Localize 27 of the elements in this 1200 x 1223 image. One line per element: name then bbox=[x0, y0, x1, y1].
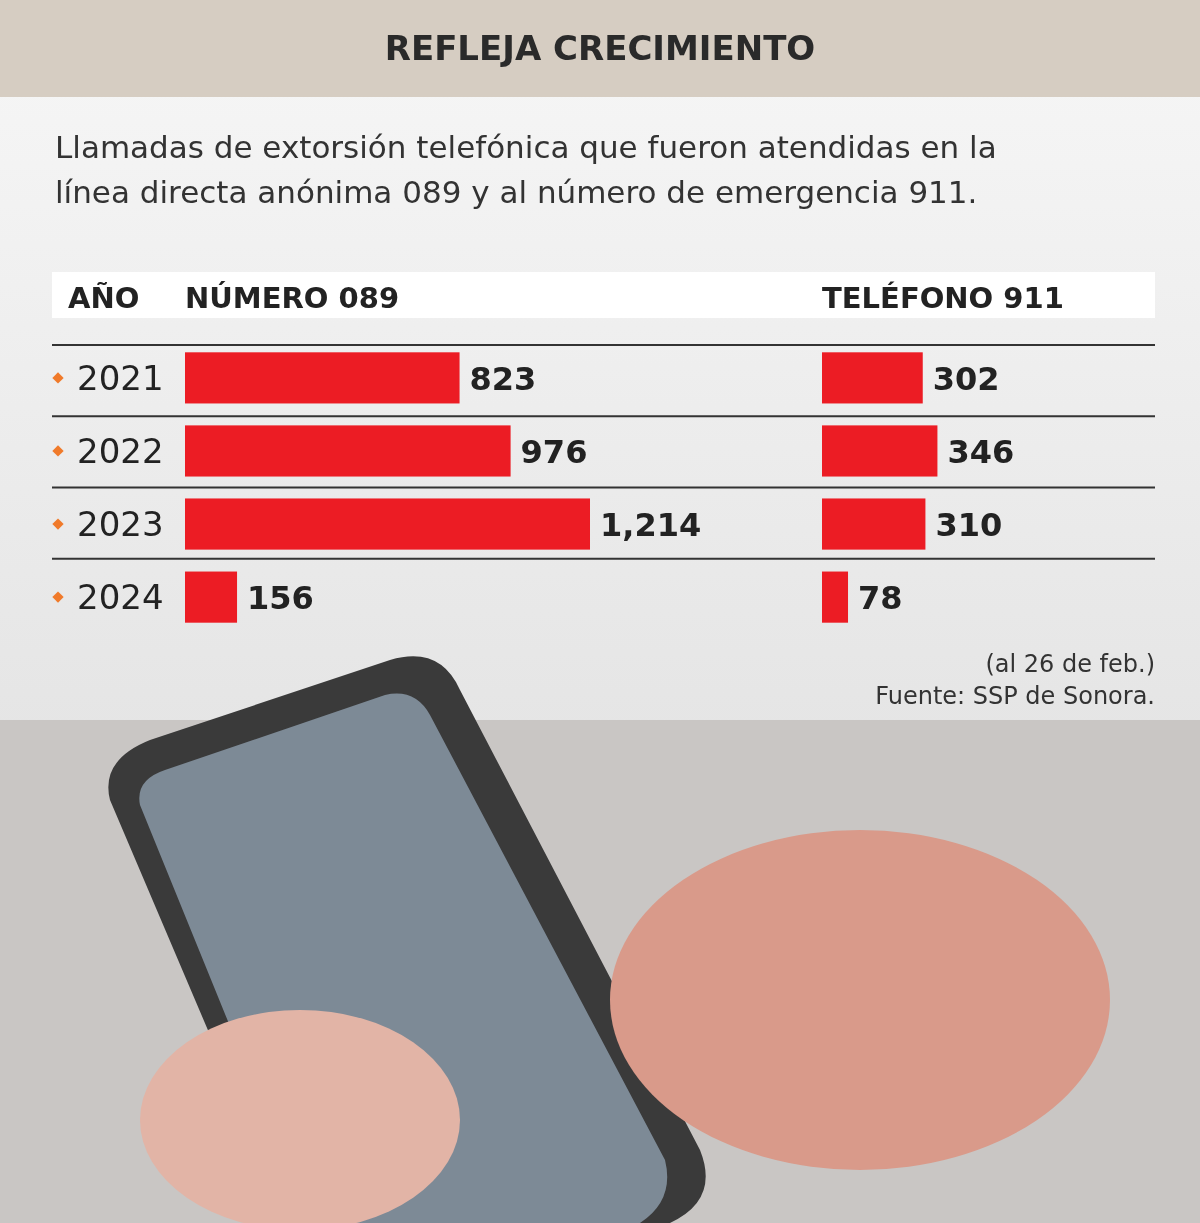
data-label: 302 bbox=[932, 359, 1000, 398]
y-axis-title: AÑO bbox=[68, 281, 140, 315]
data-label: 156 bbox=[247, 579, 314, 618]
data-label: 310 bbox=[935, 506, 1003, 545]
bar bbox=[185, 571, 238, 623]
data-label: 346 bbox=[947, 432, 1015, 471]
bar bbox=[185, 352, 460, 404]
bar bbox=[822, 425, 938, 477]
y-tick-label: 2024 bbox=[77, 577, 164, 618]
bar bbox=[822, 571, 849, 623]
bar bbox=[185, 425, 511, 477]
y-tick-label: 2021 bbox=[77, 357, 164, 398]
source-note: Fuente: SSP de Sonora. bbox=[875, 682, 1155, 710]
text: (al 26 de feb.) bbox=[985, 650, 1155, 678]
bar bbox=[822, 352, 923, 404]
series-label: NÚMERO 089 bbox=[185, 281, 400, 315]
chart-subtitle: Llamadas de extorsión telefónica que fueron atendidas en la línea directa anónima 089 y al número de emergencia 911. bbox=[55, 129, 997, 210]
chart-title: REFLEJA CRECIMIENTO bbox=[384, 28, 816, 68]
data-label: 1,214 bbox=[600, 506, 702, 545]
data-label: 976 bbox=[520, 432, 588, 471]
y-tick-label: 2022 bbox=[77, 430, 164, 471]
y-tick-label: 2023 bbox=[77, 504, 164, 545]
bar bbox=[822, 498, 926, 550]
data-label: 823 bbox=[469, 359, 537, 398]
series-label: TELÉFONO 911 bbox=[822, 281, 1064, 315]
bar bbox=[185, 498, 590, 550]
data-label: 78 bbox=[858, 579, 903, 618]
